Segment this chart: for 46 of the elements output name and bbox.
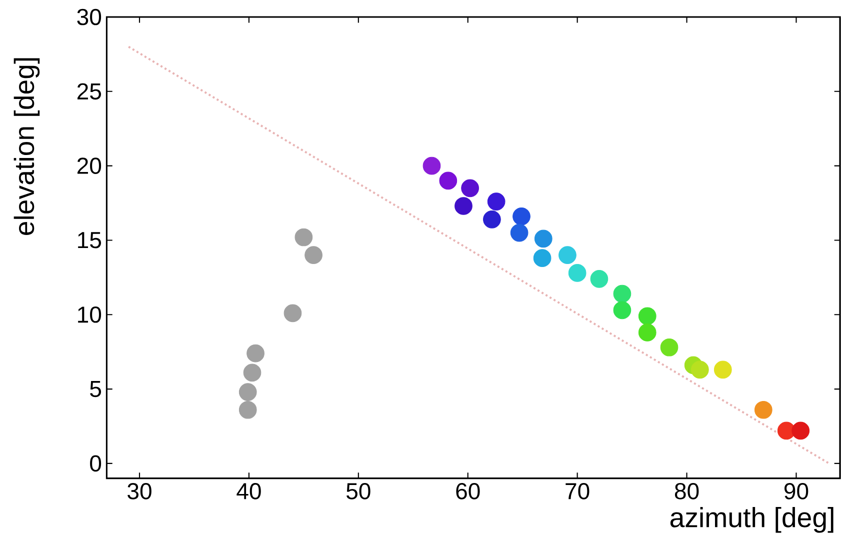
point bbox=[714, 360, 732, 379]
point bbox=[558, 246, 576, 264]
x-tick-label: 80 bbox=[674, 483, 699, 500]
y-tick-label: 25 bbox=[77, 83, 101, 100]
point bbox=[304, 246, 322, 264]
y-tick-label: 20 bbox=[77, 158, 102, 174]
point bbox=[461, 179, 479, 198]
point bbox=[638, 324, 656, 342]
x-tick-label: 60 bbox=[456, 483, 480, 500]
point bbox=[439, 172, 458, 190]
y-tick-label: 10 bbox=[78, 306, 102, 323]
x-axis-title: azimuth [deg] bbox=[670, 507, 834, 533]
point bbox=[777, 422, 796, 440]
point bbox=[590, 270, 608, 288]
x-tick-label: 40 bbox=[236, 483, 261, 500]
x-tick-label: 30 bbox=[128, 483, 152, 500]
y-axis-title: elevation [deg] bbox=[14, 58, 40, 235]
point bbox=[754, 400, 772, 419]
point bbox=[512, 207, 530, 226]
point bbox=[568, 264, 586, 282]
x-tick-label: 50 bbox=[346, 483, 370, 500]
point bbox=[243, 364, 262, 382]
point bbox=[533, 249, 552, 268]
point bbox=[660, 338, 678, 356]
point bbox=[294, 228, 313, 246]
point bbox=[510, 224, 528, 242]
point bbox=[534, 230, 552, 248]
y-tick-label: 15 bbox=[78, 232, 101, 248]
point bbox=[613, 284, 632, 303]
point bbox=[246, 344, 264, 362]
point bbox=[638, 307, 656, 326]
point bbox=[284, 304, 302, 322]
point bbox=[454, 197, 472, 215]
y-tick-label: 5 bbox=[90, 381, 101, 398]
point bbox=[238, 383, 257, 401]
point bbox=[487, 192, 506, 210]
y-tick-label: 0 bbox=[90, 455, 102, 472]
point bbox=[483, 210, 501, 228]
point bbox=[613, 301, 632, 320]
point bbox=[422, 156, 441, 175]
point bbox=[238, 400, 257, 419]
point bbox=[690, 360, 709, 379]
y-tick-label: 30 bbox=[77, 8, 102, 26]
x-tick-label: 90 bbox=[784, 483, 808, 500]
x-tick-label: 70 bbox=[566, 483, 590, 500]
point bbox=[792, 422, 810, 440]
